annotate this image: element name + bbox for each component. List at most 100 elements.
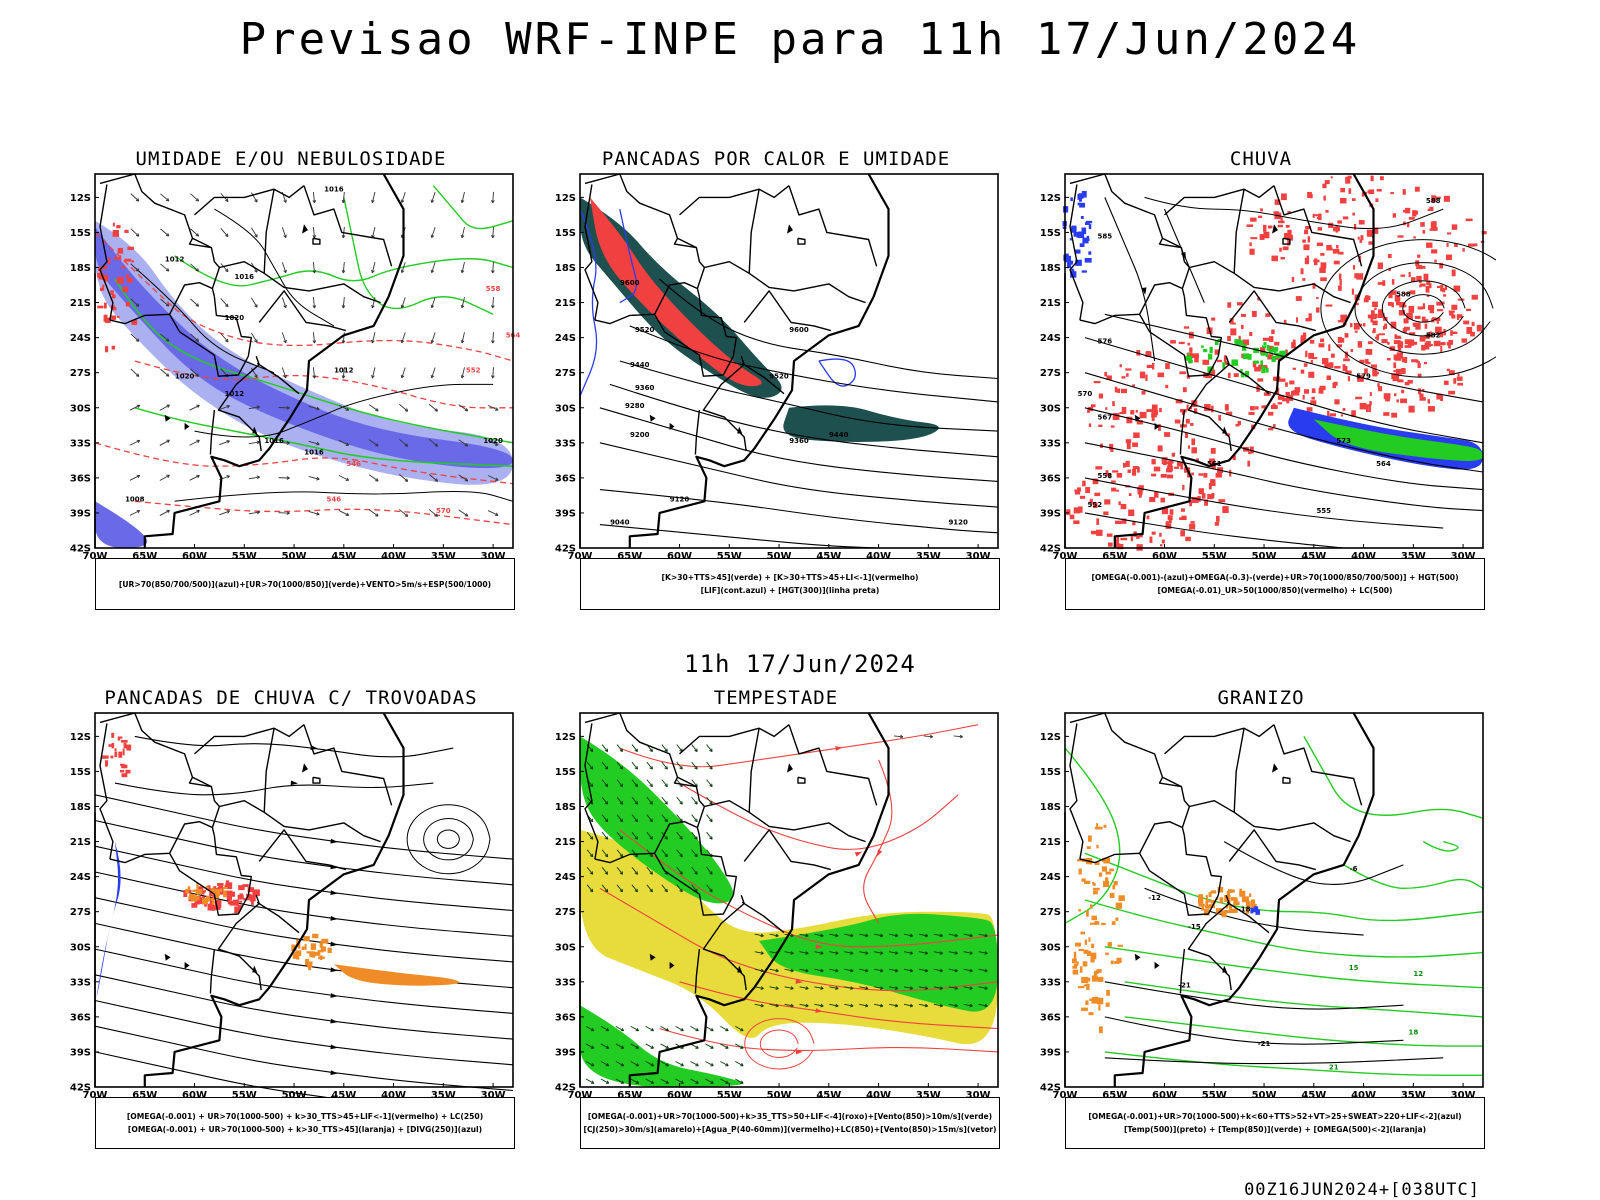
- border-line: [258, 829, 346, 871]
- border-line: [99, 723, 114, 860]
- border-line: [1158, 237, 1182, 249]
- red-speckle: [1435, 317, 1441, 322]
- wind-vector: [225, 303, 229, 308]
- red-speckle: [1198, 488, 1204, 495]
- red-speckle: [1277, 402, 1283, 405]
- wind-vector: [491, 375, 495, 379]
- wind-vector: [835, 951, 839, 955]
- red-speckle: [1347, 175, 1352, 179]
- wind-vector: [909, 951, 914, 955]
- red-speckle: [1422, 229, 1426, 234]
- red-speckle: [1260, 208, 1263, 212]
- red-speckle: [1089, 498, 1093, 505]
- wind-vector: [400, 339, 405, 344]
- blue-speckle: [1081, 270, 1087, 273]
- red-speckle: [1410, 277, 1416, 282]
- red-speckle: [1108, 473, 1112, 479]
- temp850-green-contour: [1124, 1016, 1483, 1047]
- red-speckle: [254, 889, 260, 897]
- red-speckle: [1121, 518, 1127, 524]
- red-speckle: [1281, 193, 1287, 201]
- red-speckle: [1225, 411, 1233, 416]
- red-speckle: [1429, 343, 1433, 346]
- wind-vector: [760, 951, 764, 955]
- wind-vector: [190, 368, 199, 377]
- map-frame: [579, 173, 999, 549]
- red-speckle: [1105, 407, 1108, 410]
- red-speckle: [1365, 405, 1369, 413]
- red-speckle: [1310, 360, 1314, 364]
- streamline-arrow: [330, 890, 338, 895]
- red-speckle: [1352, 265, 1356, 270]
- orange-speckle: [1217, 886, 1224, 893]
- orange-speckle: [1234, 907, 1238, 913]
- thickness-red-contour: [94, 442, 514, 485]
- red-speckle: [214, 905, 221, 910]
- red-speckle: [1355, 396, 1363, 400]
- wind-vector: [616, 796, 623, 805]
- wind-vector: [978, 951, 988, 954]
- lon-label: 60W: [1152, 1090, 1177, 1101]
- wind-vector: [650, 1080, 654, 1084]
- wind-vector: [660, 1061, 669, 1067]
- wind-vector: [189, 475, 200, 481]
- wind-vector: [784, 951, 794, 954]
- lon-label: 70W: [1053, 1090, 1078, 1101]
- hgt-contour: [1381, 280, 1466, 337]
- red-speckle: [1274, 199, 1281, 205]
- green-speckle: [1253, 360, 1259, 364]
- red-speckle: [1334, 399, 1340, 405]
- red-speckle: [1328, 362, 1334, 368]
- wind-vector: [630, 1061, 639, 1067]
- wind-vector: [308, 440, 320, 445]
- wind-vector: [844, 951, 854, 954]
- wind-vector: [460, 339, 465, 344]
- wind-vector: [312, 375, 317, 379]
- panel-title: PANCADAS POR CALOR E UMIDADE: [601, 148, 951, 170]
- streamline-arrow: [330, 941, 338, 947]
- red-speckle: [1305, 226, 1312, 230]
- wind-vector: [903, 951, 913, 954]
- wind-vector: [600, 1061, 610, 1067]
- red-speckle: [1434, 259, 1437, 263]
- red-speckle: [1349, 323, 1353, 328]
- wind-vector: [401, 332, 406, 343]
- contour-label: 1016: [304, 449, 324, 457]
- temp850-green-contour: [1343, 864, 1484, 890]
- wind-vector: [706, 866, 713, 875]
- red-speckle: [1249, 248, 1255, 255]
- panel-tempestade: TEMPESTADE 12S 15S 18S 21S 24S 27S 30S 33S 36S 39…: [541, 687, 1011, 1177]
- red-speckle: [1385, 399, 1390, 402]
- contour-label: 21: [1329, 1063, 1339, 1071]
- orange-speckle: [1239, 888, 1243, 892]
- red-speckle: [1108, 542, 1113, 547]
- lake-shape: [787, 763, 793, 773]
- legend-line: [CJ(250)>30m/s](amarelo)+[Agua_P(40-60mm…: [583, 1125, 997, 1134]
- wind-vector: [709, 783, 713, 788]
- red-speckle: [1280, 217, 1283, 224]
- orange-speckle: [1198, 894, 1204, 900]
- red-speckle: [1285, 224, 1290, 228]
- red-speckle: [1258, 215, 1263, 219]
- blue-speckle: [1079, 202, 1086, 208]
- wind-vector: [740, 1063, 744, 1067]
- wind-vector: [650, 1027, 654, 1032]
- red-speckle: [1344, 351, 1349, 359]
- orange-speckle: [1103, 880, 1110, 888]
- contour-label: 570: [1078, 390, 1093, 398]
- border-line: [210, 456, 223, 479]
- wind-vector: [694, 748, 698, 753]
- red-speckle: [1236, 302, 1243, 306]
- red-speckle: [1139, 411, 1147, 419]
- wind-vector: [616, 831, 623, 840]
- wind-vector: [619, 888, 624, 893]
- wind-vector: [495, 407, 499, 411]
- lat-label: 33S: [555, 438, 576, 449]
- green-speckle: [1279, 350, 1287, 358]
- red-speckle: [1321, 358, 1329, 365]
- wind-vector: [820, 986, 824, 990]
- wind-vector: [939, 1003, 943, 1008]
- red-speckle: [1448, 310, 1455, 313]
- contour-label: 546: [346, 460, 361, 468]
- lon-label: 35W: [916, 1090, 941, 1101]
